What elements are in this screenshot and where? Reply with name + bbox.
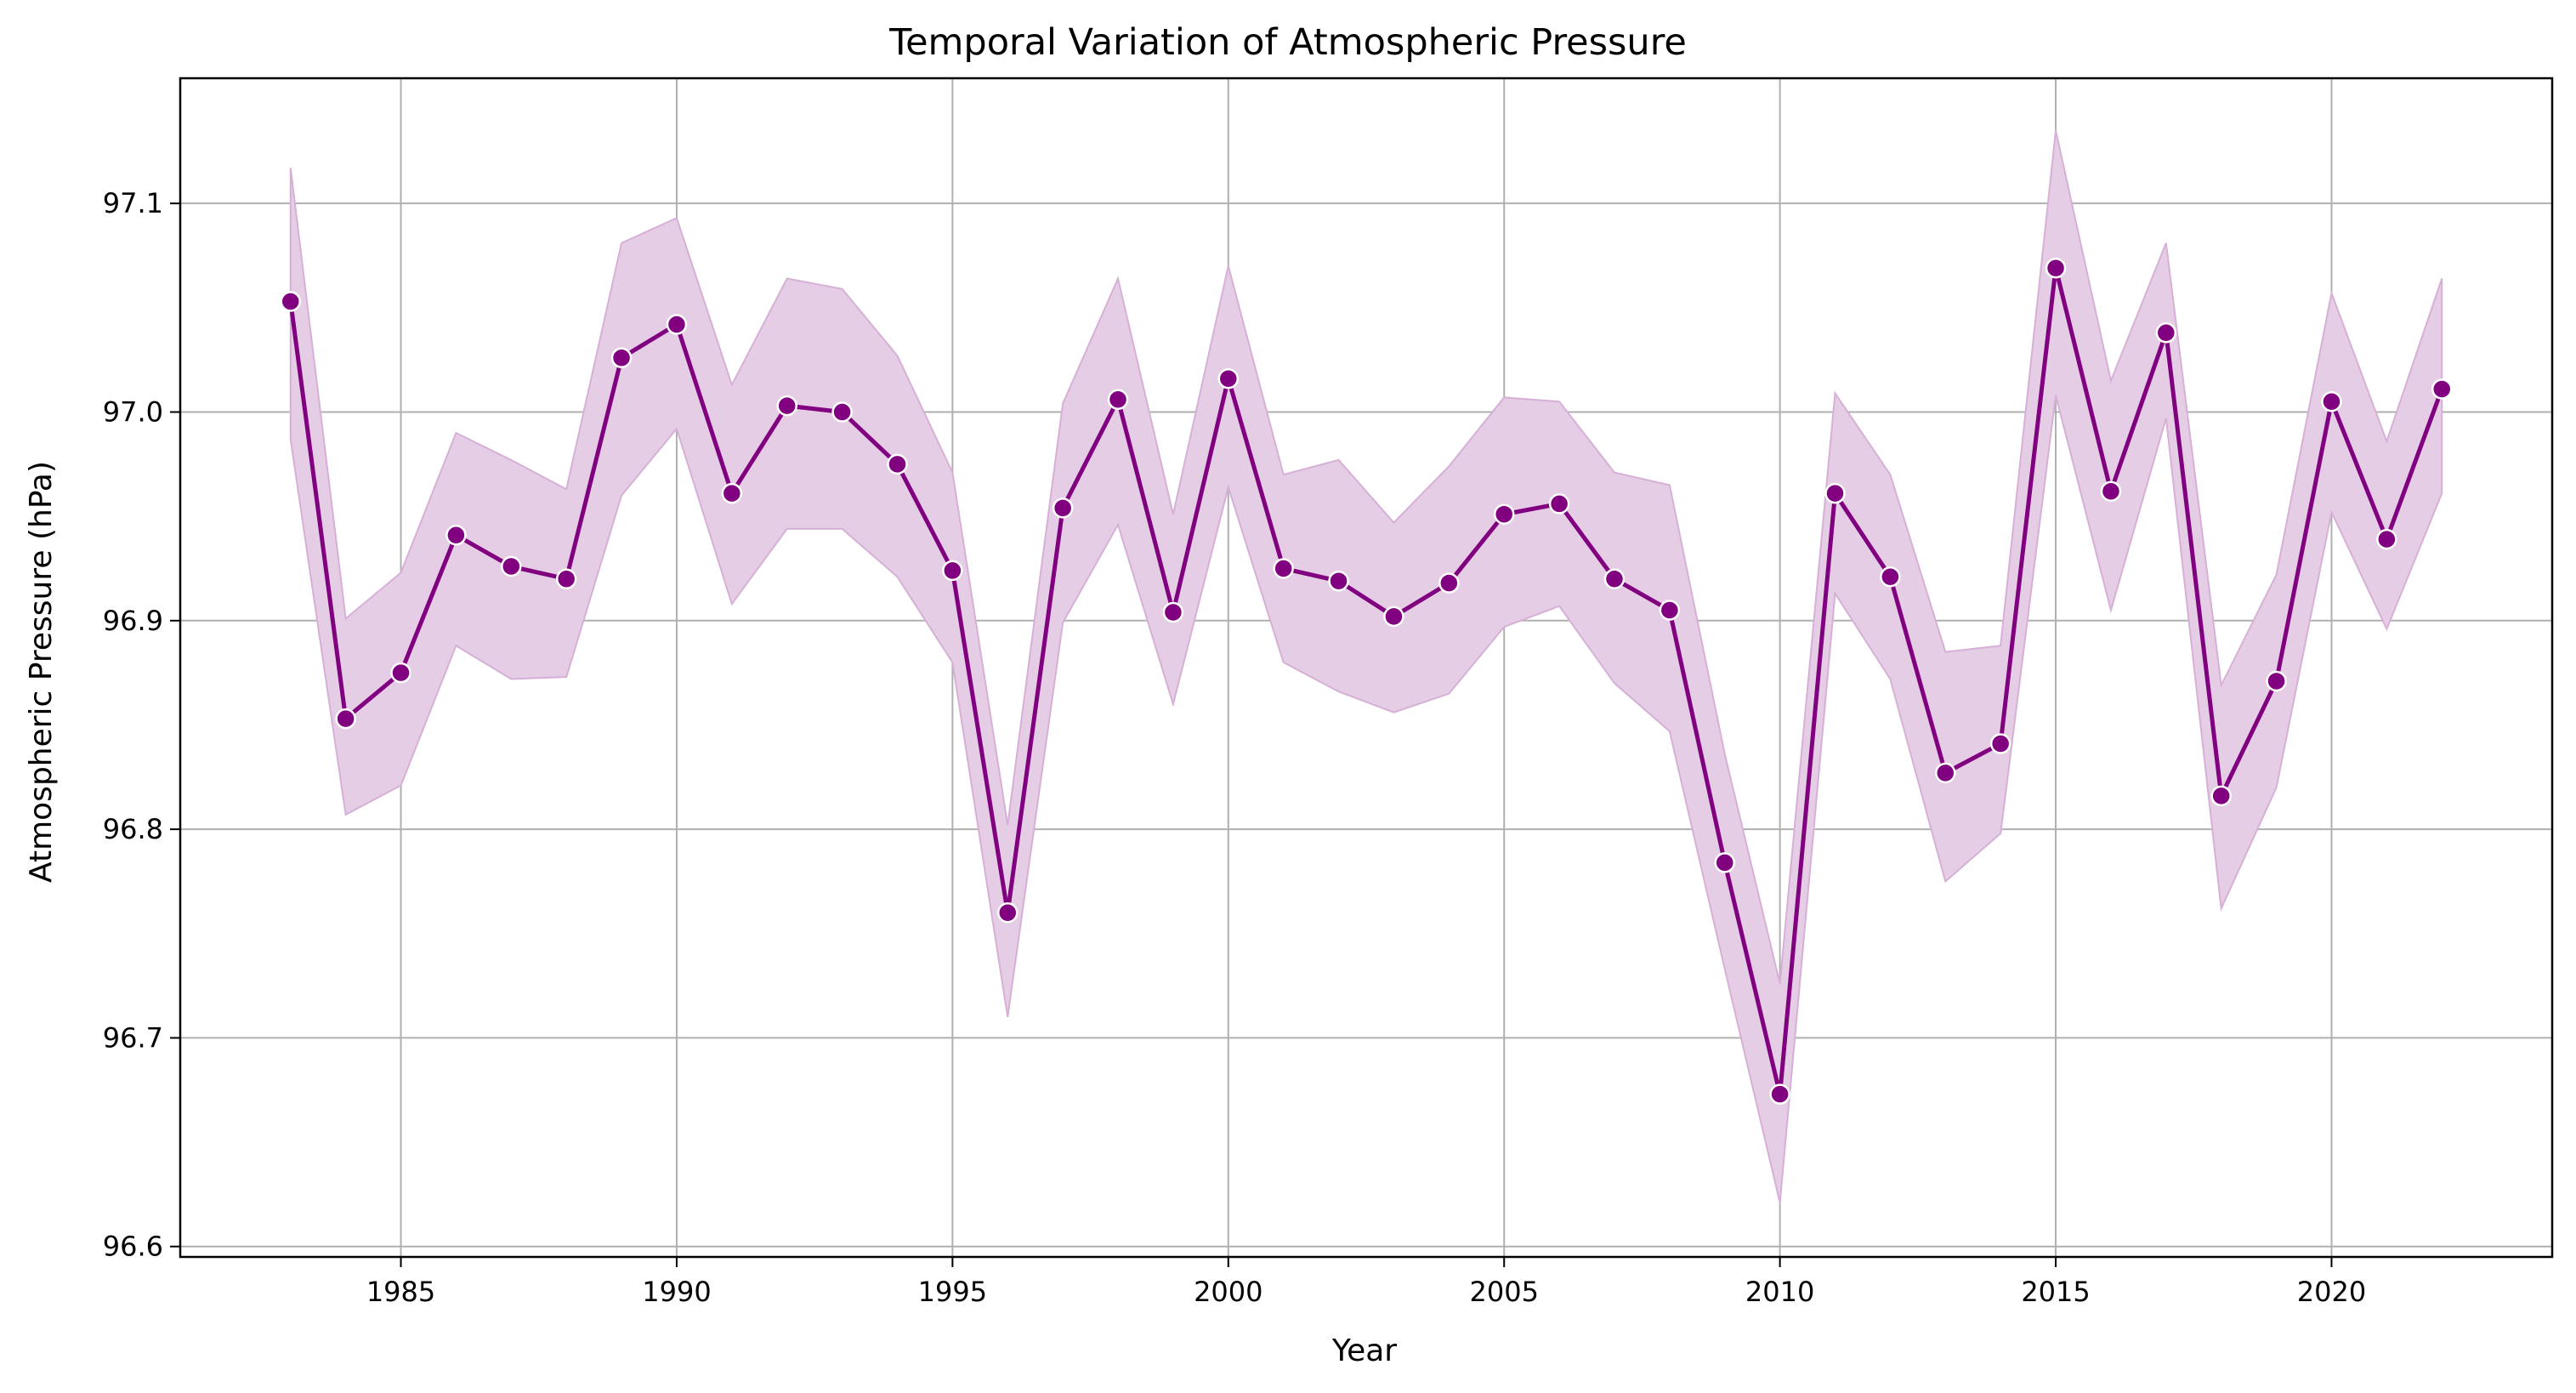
x-axis-label: Year: [1331, 1333, 1397, 1368]
data-point: [2100, 480, 2122, 502]
data-point: [2266, 670, 2287, 692]
data-point: [776, 395, 797, 417]
data-point: [1052, 498, 1074, 519]
chart-title: Temporal Variation of Atmospheric Pressu…: [888, 21, 1687, 64]
data-point: [1383, 606, 1404, 628]
y-tick-label: 96.6: [103, 1231, 163, 1263]
y-axis-label: Atmospheric Pressure (hPa): [24, 461, 59, 883]
data-point: [1714, 852, 1735, 873]
data-point: [335, 708, 356, 730]
plot-frame: [179, 77, 2554, 1259]
x-tick-label: 2010: [1745, 1276, 1814, 1308]
data-point: [390, 662, 411, 684]
data-point: [1659, 600, 1681, 621]
data-point: [887, 453, 908, 475]
x-tick-label: 2020: [2297, 1276, 2366, 1308]
data-point: [501, 555, 522, 577]
series-line: [288, 265, 2444, 1097]
data-point: [1880, 566, 1901, 588]
x-tick-label: 2005: [1469, 1276, 1538, 1308]
confidence-band: [289, 130, 2443, 1203]
y-tick-label: 97.1: [103, 187, 163, 219]
data-point: [1107, 389, 1129, 411]
data-point: [2155, 322, 2177, 344]
data-point: [1438, 572, 1460, 594]
data-points: [280, 257, 2453, 1105]
x-tick-label: 1995: [918, 1276, 987, 1308]
data-point: [1824, 482, 1846, 504]
x-tick-label: 1990: [642, 1276, 711, 1308]
y-tick-label: 96.9: [103, 605, 163, 637]
data-point: [1548, 493, 1570, 515]
data-point: [1935, 762, 1956, 784]
data-point: [1328, 570, 1349, 592]
x-tick-label: 2015: [2021, 1276, 2090, 1308]
data-point: [1162, 601, 1184, 623]
x-tick-label: 2000: [1194, 1276, 1262, 1308]
data-point: [1989, 733, 2011, 754]
data-point: [2431, 378, 2453, 400]
data-point: [2376, 528, 2397, 550]
x-tick-label: 1985: [366, 1276, 435, 1308]
data-point: [997, 901, 1018, 924]
data-point: [831, 401, 853, 423]
y-axis-ticks: 96.6 96.7 96.8 96.9 97.0 97.1: [103, 187, 180, 1263]
data-point: [555, 568, 577, 589]
data-point: [1273, 558, 1294, 579]
data-point: [1493, 503, 1515, 525]
confidence-band-area: [289, 130, 2443, 1203]
data-point: [2210, 785, 2232, 807]
data-point: [666, 314, 688, 335]
y-tick-label: 97.0: [103, 395, 163, 428]
data-point: [280, 291, 302, 312]
y-tick-label: 96.7: [103, 1021, 163, 1054]
data-point: [445, 524, 467, 546]
data-point: [610, 347, 633, 368]
data-point: [2321, 390, 2342, 412]
y-tick-label: 96.8: [103, 813, 163, 845]
data-point: [1217, 367, 1240, 389]
data-point: [942, 560, 963, 582]
x-axis-ticks: 1985 1990 1995 2000 2005 2010 2015 2020: [366, 1257, 2366, 1308]
data-point: [1603, 568, 1626, 589]
data-point: [2045, 257, 2067, 279]
series-polyline: [288, 265, 2444, 1097]
data-point: [721, 482, 743, 504]
data-point: [1769, 1083, 1790, 1105]
